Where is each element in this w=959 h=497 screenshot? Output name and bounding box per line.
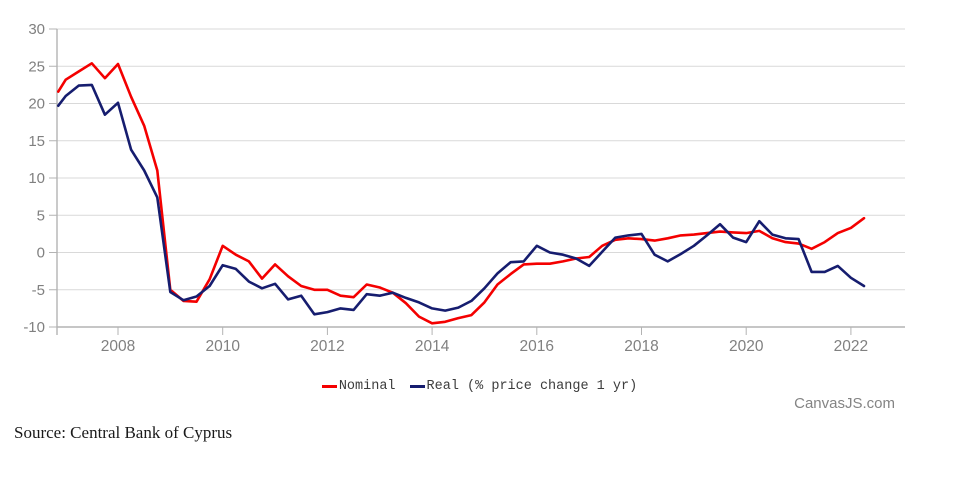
x-axis-tick-label: 2012 xyxy=(310,338,344,355)
x-axis-tick-label: 2010 xyxy=(205,338,240,355)
x-axis-tick-label: 2020 xyxy=(729,338,764,355)
source-note: Source: Central Bank of Cyprus xyxy=(14,423,233,442)
x-axis-tick-label: 2014 xyxy=(415,338,450,355)
chart-canvas: 30 25 20 15 10 5 0 -5 -10 2008 2010 2012 2014 2016 201… xyxy=(23,21,905,355)
x-axis-tick-label: 2018 xyxy=(624,338,658,355)
x-axis-tick-label: 2016 xyxy=(520,338,554,355)
nominal-line xyxy=(56,61,866,325)
legend-item-nominal[interactable]: Nominal xyxy=(321,379,396,394)
y-axis-tick-label: 0 xyxy=(37,245,45,262)
legend-label-nominal: Nominal xyxy=(338,379,396,394)
real-line xyxy=(56,83,866,316)
y-axis-tick-label: 15 xyxy=(28,133,45,150)
y-axis-tick-label: 25 xyxy=(28,58,45,75)
y-axis-tick-label: -10 xyxy=(23,319,45,336)
x-axis-tick-label: 2008 xyxy=(101,338,135,355)
x-axis-tick-label: 2022 xyxy=(834,338,868,355)
real-legend-dash-icon xyxy=(409,385,425,388)
y-axis-tick-label: 5 xyxy=(37,207,45,224)
y-axis-tick-label: -5 xyxy=(32,282,45,299)
legend-label-real: Real (% price change 1 yr) xyxy=(426,379,638,394)
y-axis-tick-label: 10 xyxy=(28,170,45,187)
y-axis-tick-label: 30 xyxy=(28,21,45,38)
canvasjs-watermark-link[interactable]: CanvasJS.com xyxy=(794,395,895,412)
nominal-legend-dash-icon xyxy=(321,385,337,388)
legend: Nominal Real (% price change 1 yr) xyxy=(0,379,959,394)
legend-item-real[interactable]: Real (% price change 1 yr) xyxy=(409,379,638,394)
y-axis-tick-label: 20 xyxy=(28,96,45,113)
